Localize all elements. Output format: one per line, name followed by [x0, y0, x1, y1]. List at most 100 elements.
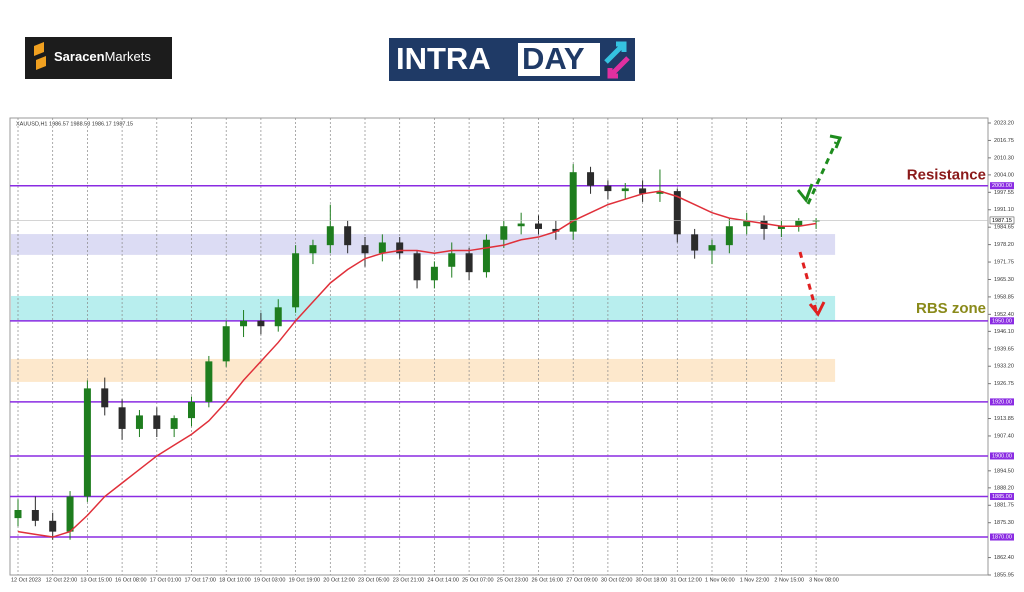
zone: [11, 358, 836, 382]
candle-body: [725, 226, 733, 246]
candle-body: [396, 242, 404, 254]
candle-body: [604, 185, 612, 192]
x-tick-label: 12 Oct 2023: [11, 577, 41, 583]
brand-name: SaracenMarkets: [54, 49, 151, 64]
level-label: 1920.00: [992, 399, 1012, 405]
x-tick-label: 12 Oct 22:00: [46, 577, 77, 583]
y-tick-label: 1862.40: [994, 555, 1014, 561]
x-tick-label: 31 Oct 12:00: [670, 577, 702, 583]
candle-body: [812, 220, 820, 222]
x-tick-label: 20 Oct 12:00: [323, 577, 355, 583]
candle-body: [656, 191, 664, 194]
y-tick-label: 1965.30: [994, 277, 1014, 283]
level-tag: [990, 317, 1014, 325]
x-tick-label: 19 Oct 03:00: [254, 577, 286, 583]
y-tick-label: 1958.85: [994, 294, 1014, 300]
candle-body: [240, 320, 248, 327]
candle-body: [639, 188, 647, 194]
y-tick-label: 1978.20: [994, 242, 1014, 248]
brand-logo: SaracenMarkets: [25, 37, 172, 79]
candle-body: [430, 266, 438, 281]
candle-body: [326, 226, 334, 246]
candle-body: [413, 253, 421, 281]
level-label: 1900.00: [992, 453, 1012, 459]
candle-body: [135, 415, 143, 429]
candle-body: [31, 510, 39, 521]
y-tick-label: 1997.55: [994, 190, 1014, 196]
candle-body: [743, 220, 751, 227]
y-tick-label: 1933.20: [994, 364, 1014, 370]
y-tick-label: 1888.20: [994, 485, 1014, 491]
x-tick-label: 17 Oct 01:00: [150, 577, 182, 583]
candle-body: [101, 388, 109, 408]
candle-body: [205, 361, 213, 402]
candle-body: [292, 253, 300, 308]
candle-body: [552, 228, 560, 232]
candle-body: [760, 220, 768, 229]
x-tick-label: 23 Oct 21:00: [393, 577, 425, 583]
x-tick-label: 24 Oct 14:00: [427, 577, 459, 583]
annotation: RBS zone: [916, 300, 986, 317]
zone: [11, 234, 836, 255]
x-tick-label: 1 Nov 06:00: [705, 577, 735, 583]
y-tick-label: 2023.20: [994, 120, 1014, 126]
candle-body: [188, 401, 195, 419]
candle-body: [482, 239, 490, 273]
candle-body: [691, 234, 699, 251]
y-tick-label: 1991.10: [994, 207, 1014, 213]
zone: [11, 295, 836, 321]
y-tick-label: 1875.30: [994, 520, 1014, 526]
green-arrow-head: [796, 183, 814, 203]
annotation: Resistance: [907, 167, 986, 184]
y-tick-label: 1939.65: [994, 346, 1014, 352]
candle-body: [257, 320, 265, 327]
candle-body: [621, 188, 629, 192]
y-tick-label: 2016.75: [994, 138, 1014, 144]
candle-body: [83, 388, 91, 497]
candle-body: [66, 496, 74, 532]
x-tick-label: 18 Oct 10:00: [219, 577, 251, 583]
x-tick-label: 3 Nov 08:00: [809, 577, 839, 583]
candle-body: [500, 226, 508, 240]
candle-body: [708, 245, 716, 251]
candle-body: [274, 307, 282, 327]
banner-text-a: INTRA: [396, 41, 491, 76]
candle-body: [517, 223, 525, 227]
y-tick-label: 1881.75: [994, 503, 1014, 509]
banner-arrow-up: [604, 41, 627, 64]
banner-arrow-down: [607, 56, 630, 79]
level-tag: [990, 398, 1014, 406]
candle-body: [222, 326, 230, 362]
current-price-tag: [989, 216, 1015, 225]
candle-body: [777, 226, 785, 229]
x-tick-label: 13 Oct 15:00: [80, 577, 112, 583]
candle-body: [170, 418, 178, 429]
chart-title: XAUUSD,H1 1986.57 1988.53 1986.17 1987.1…: [16, 121, 133, 127]
logo-box: [25, 37, 172, 79]
y-tick-label: 1952.40: [994, 312, 1014, 318]
y-tick-label: 2004.00: [994, 172, 1014, 178]
level-label: 1885.00: [992, 494, 1012, 500]
x-tick-label: 19 Oct 19:00: [289, 577, 321, 583]
arrows: [796, 134, 843, 317]
banner-inset: [518, 43, 600, 76]
candle-body: [153, 415, 161, 429]
candle-body: [361, 245, 369, 254]
x-tick-label: 26 Oct 16:00: [532, 577, 564, 583]
y-tick-label: 1913.85: [994, 416, 1014, 422]
plot-frame: [9, 117, 989, 576]
x-tick-label: 25 Oct 07:00: [462, 577, 494, 583]
level-label: 1870.00: [992, 534, 1012, 540]
x-tick-label: 27 Oct 09:00: [566, 577, 598, 583]
candle-body: [118, 407, 126, 429]
red-arrow-head: [808, 301, 826, 317]
x-tick-label: 1 Nov 22:00: [740, 577, 770, 583]
x-tick-label: 2 Nov 15:00: [774, 577, 804, 583]
level-tag: [990, 492, 1014, 500]
x-tick-label: 30 Oct 02:00: [601, 577, 633, 583]
level-tag: [990, 533, 1014, 541]
x-tick-label: 17 Oct 17:00: [185, 577, 217, 583]
y-tick-label: 1946.10: [994, 329, 1014, 335]
x-tick-label: 25 Oct 23:00: [497, 577, 529, 583]
